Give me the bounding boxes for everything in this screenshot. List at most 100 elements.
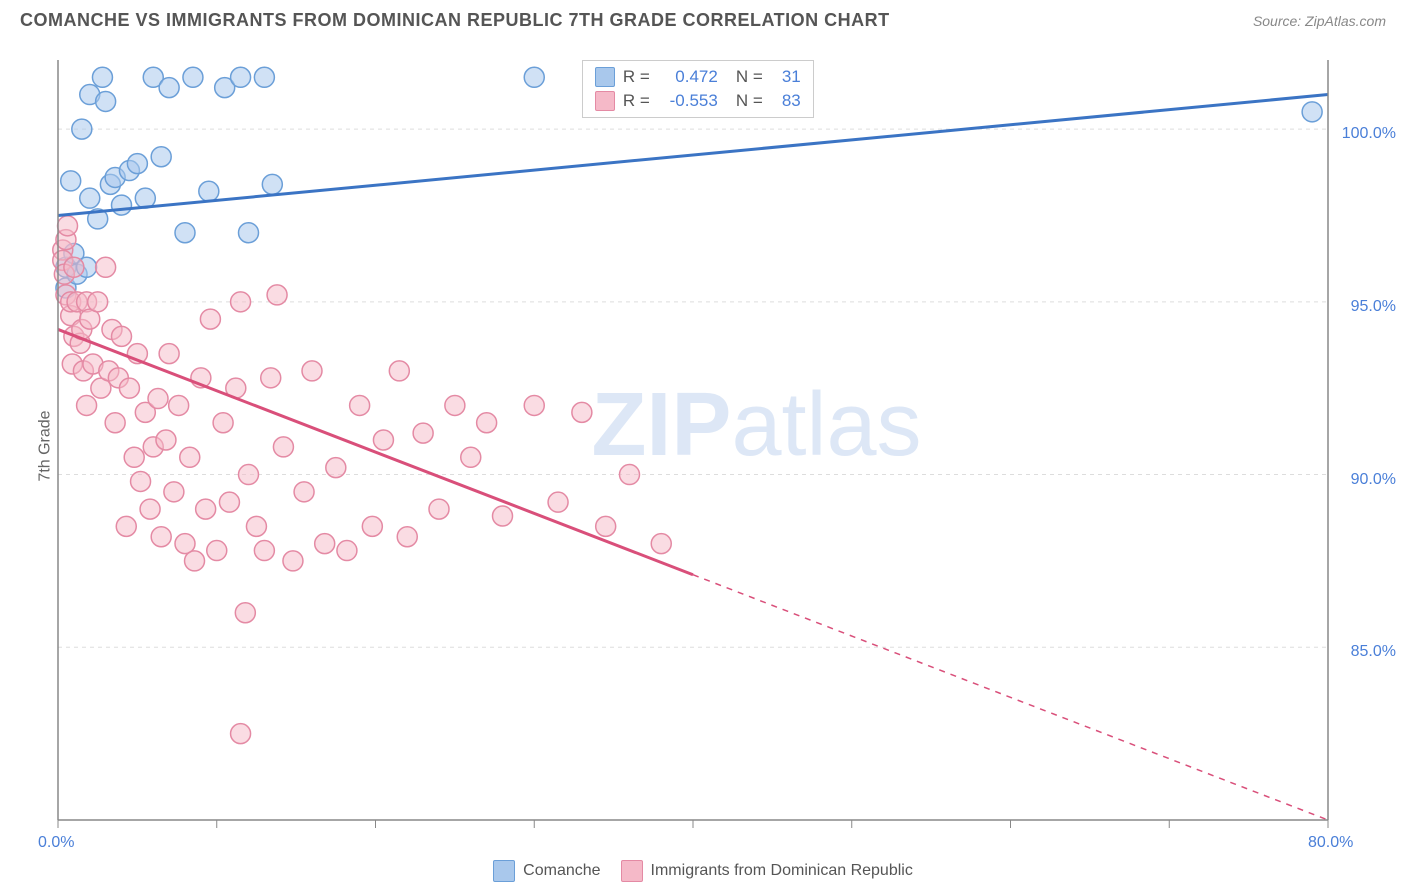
r-label: R = — [623, 91, 650, 111]
n-label: N = — [736, 91, 763, 111]
data-point — [429, 499, 449, 519]
data-point — [524, 395, 544, 415]
data-point — [461, 447, 481, 467]
info-row: R = -0.553 N = 83 — [595, 91, 801, 111]
header: COMANCHE VS IMMIGRANTS FROM DOMINICAN RE… — [0, 0, 1406, 39]
data-point — [397, 527, 417, 547]
data-point — [185, 551, 205, 571]
data-point — [116, 516, 136, 536]
data-point — [326, 458, 346, 478]
data-point — [180, 447, 200, 467]
data-point — [151, 147, 171, 167]
legend-item: Comanche — [493, 860, 600, 882]
regression-line-extrapolated — [693, 575, 1328, 820]
data-point — [159, 344, 179, 364]
data-point — [373, 430, 393, 450]
data-point — [524, 67, 544, 87]
x-tick-label: 80.0% — [1308, 834, 1353, 852]
n-value: 83 — [771, 91, 801, 111]
data-point — [207, 541, 227, 561]
data-point — [389, 361, 409, 381]
data-point — [235, 603, 255, 623]
data-point — [445, 395, 465, 415]
correlation-info-box: R = 0.472 N = 31 R = -0.553 N = 83 — [582, 60, 814, 118]
source-label: Source: ZipAtlas.com — [1253, 13, 1386, 29]
y-tick-label: 85.0% — [1351, 643, 1396, 661]
data-point — [246, 516, 266, 536]
data-point — [213, 413, 233, 433]
y-tick-label: 90.0% — [1351, 471, 1396, 489]
data-point — [77, 395, 97, 415]
data-point — [362, 516, 382, 536]
data-point — [112, 195, 132, 215]
chart-container: ZIPatlas — [48, 50, 1368, 840]
data-point — [61, 171, 81, 191]
data-point — [159, 78, 179, 98]
data-point — [239, 465, 259, 485]
y-tick-label: 95.0% — [1351, 298, 1396, 316]
data-point — [156, 430, 176, 450]
data-point — [148, 389, 168, 409]
data-point — [72, 119, 92, 139]
data-point — [350, 395, 370, 415]
data-point — [96, 257, 116, 277]
data-point — [261, 368, 281, 388]
data-point — [131, 471, 151, 491]
data-point — [92, 67, 112, 87]
data-point — [183, 67, 203, 87]
data-point — [196, 499, 216, 519]
data-point — [58, 216, 78, 236]
data-point — [493, 506, 513, 526]
data-point — [651, 534, 671, 554]
data-point — [200, 309, 220, 329]
data-point — [151, 527, 171, 547]
data-point — [548, 492, 568, 512]
data-point — [112, 326, 132, 346]
data-point — [127, 154, 147, 174]
data-point — [294, 482, 314, 502]
data-point — [231, 724, 251, 744]
data-point — [315, 534, 335, 554]
data-point — [596, 516, 616, 536]
data-point — [283, 551, 303, 571]
data-point — [267, 285, 287, 305]
r-value: -0.553 — [658, 91, 718, 111]
data-point — [262, 174, 282, 194]
data-point — [572, 402, 592, 422]
data-point — [96, 91, 116, 111]
legend-item: Immigrants from Dominican Republic — [621, 860, 913, 882]
data-point — [273, 437, 293, 457]
legend-swatch — [621, 860, 643, 882]
data-point — [239, 223, 259, 243]
y-tick-label: 100.0% — [1342, 125, 1396, 143]
n-value: 31 — [771, 67, 801, 87]
watermark: ZIPatlas — [591, 375, 921, 475]
legend-label: Immigrants from Dominican Republic — [651, 862, 913, 880]
data-point — [477, 413, 497, 433]
data-point — [164, 482, 184, 502]
data-point — [119, 378, 139, 398]
legend-label: Comanche — [523, 862, 600, 880]
chart-title: COMANCHE VS IMMIGRANTS FROM DOMINICAN RE… — [20, 10, 890, 31]
series-swatch — [595, 91, 615, 111]
data-point — [620, 465, 640, 485]
x-tick-label: 0.0% — [38, 834, 74, 852]
data-point — [199, 181, 219, 201]
data-point — [175, 223, 195, 243]
data-point — [231, 292, 251, 312]
r-value: 0.472 — [658, 67, 718, 87]
data-point — [254, 541, 274, 561]
data-point — [254, 67, 274, 87]
scatter-chart: ZIPatlas — [48, 50, 1368, 840]
data-point — [80, 188, 100, 208]
data-point — [169, 395, 189, 415]
data-point — [105, 413, 125, 433]
data-point — [302, 361, 322, 381]
r-label: R = — [623, 67, 650, 87]
data-point — [1302, 102, 1322, 122]
data-point — [64, 257, 84, 277]
data-point — [140, 499, 160, 519]
data-point — [413, 423, 433, 443]
data-point — [337, 541, 357, 561]
series-swatch — [595, 67, 615, 87]
